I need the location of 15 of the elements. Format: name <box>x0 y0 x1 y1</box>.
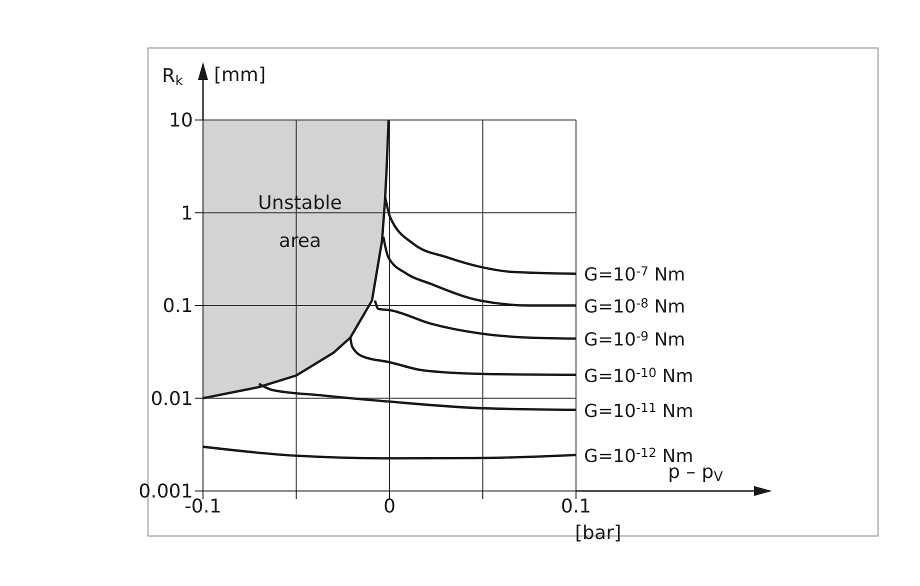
y-tick-label: 0.001 <box>138 480 193 503</box>
y-tick-label: 0.1 <box>162 295 193 318</box>
text: [bar] <box>575 522 622 544</box>
series-label: G=10$^{-9}$ Nm <box>584 328 686 351</box>
x-tick-label: 0 <box>383 495 396 518</box>
y-tick-label: 1 <box>180 202 193 224</box>
y-tick-label: 0.01 <box>150 388 193 410</box>
text: [mm] <box>214 64 266 86</box>
series-label: G=10$^{-11}$ Nm <box>584 400 694 422</box>
series-label: G=10$^{-10}$ Nm <box>584 364 694 387</box>
y-tick-label: 10 <box>168 110 193 132</box>
series-label: G=10$^{-7}$ Nm <box>584 264 686 286</box>
series-label: G=10$^{-8}$ Nm <box>584 295 686 318</box>
x-tick-label: 0.1 <box>560 495 592 518</box>
y-axis-title: R$_{k}$ <box>162 65 184 90</box>
